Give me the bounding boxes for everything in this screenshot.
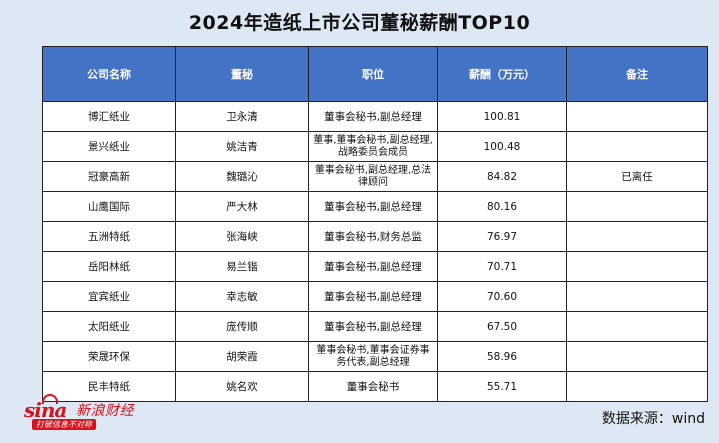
column-header-note: 备注 <box>566 46 708 102</box>
note-cell <box>566 311 708 342</box>
company-cell: 民丰特纸 <box>42 371 176 402</box>
salary-cell: 84.82 <box>437 161 567 192</box>
position-cell: 董事会秘书,副总经理 <box>308 191 438 222</box>
salary-cell: 100.48 <box>437 131 567 162</box>
secretary-cell: 胡荣霞 <box>175 341 309 372</box>
secretary-cell: 幸志敏 <box>175 281 309 312</box>
salary-cell: 70.60 <box>437 281 567 312</box>
table-row: 荣晟环保 胡荣霞 董事会秘书,董事会证券事务代表,副总经理 58.96 <box>42 341 708 372</box>
secretary-cell: 姚洁青 <box>175 131 309 162</box>
position-cell: 董事会秘书,副总经理 <box>308 251 438 282</box>
secretary-cell: 卫永清 <box>175 101 309 132</box>
company-cell: 五洲特纸 <box>42 221 176 252</box>
salary-cell: 67.50 <box>437 311 567 342</box>
secretary-cell: 张海峡 <box>175 221 309 252</box>
table-header-row: 公司名称 董秘 职位 薪酬（万元） 备注 <box>42 46 708 102</box>
position-cell: 董事会秘书,财务总监 <box>308 221 438 252</box>
table-row: 景兴纸业 姚洁青 董事,董事会秘书,副总经理,战略委员会成员 100.48 <box>42 131 708 162</box>
table-row: 五洲特纸 张海峡 董事会秘书,财务总监 76.97 <box>42 221 708 252</box>
position-cell: 董事会秘书 <box>308 371 438 402</box>
salary-cell: 80.16 <box>437 191 567 222</box>
company-cell: 博汇纸业 <box>42 101 176 132</box>
salary-cell: 55.71 <box>437 371 567 402</box>
company-cell: 冠豪高新 <box>42 161 176 192</box>
table-row: 太阳纸业 庞传顺 董事会秘书,副总经理 67.50 <box>42 311 708 342</box>
salary-cell: 76.97 <box>437 221 567 252</box>
secretary-cell: 庞传顺 <box>175 311 309 342</box>
salary-cell: 70.71 <box>437 251 567 282</box>
company-cell: 太阳纸业 <box>42 311 176 342</box>
table-row: 岳阳林纸 易兰锴 董事会秘书,副总经理 70.71 <box>42 251 708 282</box>
note-cell <box>566 371 708 402</box>
note-cell <box>566 341 708 372</box>
note-cell: 已离任 <box>566 161 708 192</box>
column-header-salary: 薪酬（万元） <box>437 46 567 102</box>
secretary-cell: 严大林 <box>175 191 309 222</box>
company-cell: 景兴纸业 <box>42 131 176 162</box>
table-row: 山鹰国际 严大林 董事会秘书,副总经理 80.16 <box>42 191 708 222</box>
table-row: 民丰特纸 姚名欢 董事会秘书 55.71 <box>42 371 708 402</box>
note-cell <box>566 251 708 282</box>
salary-table: 公司名称 董秘 职位 薪酬（万元） 备注 博汇纸业 卫永清 董事会秘书,副总经理… <box>42 46 708 402</box>
salary-cell: 58.96 <box>437 341 567 372</box>
position-cell: 董事会秘书,副总经理 <box>308 101 438 132</box>
position-cell: 董事会秘书,副总经理 <box>308 281 438 312</box>
table-row: 冠豪高新 魏璐沁 董事会秘书,副总经理,总法律顾问 84.82 已离任 <box>42 161 708 192</box>
logo-name: 新浪财经 <box>76 403 134 419</box>
company-cell: 岳阳林纸 <box>42 251 176 282</box>
position-cell: 董事会秘书,副总经理,总法律顾问 <box>308 161 438 192</box>
secretary-cell: 易兰锴 <box>175 251 309 282</box>
note-cell <box>566 101 708 132</box>
secretary-cell: 魏璐沁 <box>175 161 309 192</box>
column-header-company: 公司名称 <box>42 46 176 102</box>
page-title: 2024年造纸上市公司董秘薪酬TOP10 <box>188 12 531 34</box>
company-cell: 山鹰国际 <box>42 191 176 222</box>
secretary-cell: 姚名欢 <box>175 371 309 402</box>
position-cell: 董事会秘书,董事会证券事务代表,副总经理 <box>308 341 438 372</box>
salary-cell: 100.81 <box>437 101 567 132</box>
company-cell: 荣晟环保 <box>42 341 176 372</box>
column-header-position: 职位 <box>308 46 438 102</box>
sina-finance-logo: sina 新浪财经 打破信息不对称 <box>24 394 194 430</box>
note-cell <box>566 131 708 162</box>
company-cell: 宜宾纸业 <box>42 281 176 312</box>
note-cell <box>566 281 708 312</box>
table-row: 宜宾纸业 幸志敏 董事会秘书,副总经理 70.60 <box>42 281 708 312</box>
logo-wordmark: sina <box>24 398 67 422</box>
note-cell <box>566 221 708 252</box>
position-cell: 董事会秘书,副总经理 <box>308 311 438 342</box>
table-row: 博汇纸业 卫永清 董事会秘书,副总经理 100.81 <box>42 101 708 132</box>
position-cell: 董事,董事会秘书,副总经理,战略委员会成员 <box>308 131 438 162</box>
sina-eye-icon <box>42 394 58 404</box>
logo-slogan: 打破信息不对称 <box>32 419 96 430</box>
note-cell <box>566 191 708 222</box>
data-source-note: 数据来源：wind <box>601 411 705 427</box>
column-header-secretary: 董秘 <box>175 46 309 102</box>
